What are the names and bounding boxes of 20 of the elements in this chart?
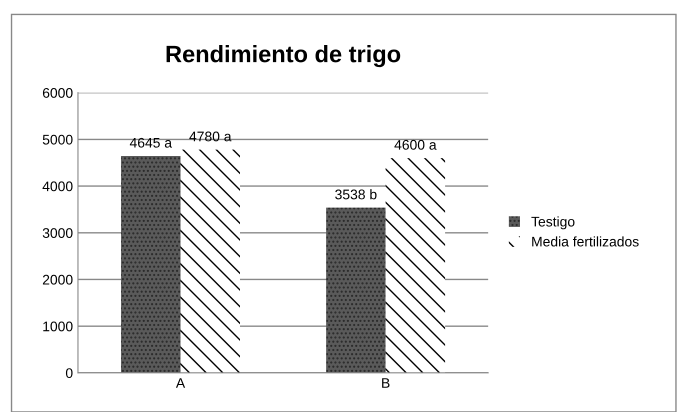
legend-label: Testigo — [531, 216, 575, 230]
chart-title: Rendimiento de trigo — [166, 45, 400, 68]
y-tick-label: 2000 — [42, 274, 73, 285]
bar — [386, 158, 446, 373]
y-tick-label: 4000 — [42, 181, 73, 192]
y-tick-label: 6000 — [42, 88, 73, 98]
x-tick-label: A — [176, 378, 186, 388]
bar — [326, 208, 386, 373]
y-tick-label: 3000 — [42, 228, 73, 238]
legend-label: Media fertilizados — [532, 236, 639, 247]
bar — [121, 156, 181, 373]
data-label: 4645 a — [130, 138, 172, 148]
data-label: 4780 a — [189, 132, 232, 142]
y-tick-label: 1000 — [43, 322, 73, 332]
y-tick-label: 0 — [66, 368, 73, 378]
x-tick-label: B — [382, 378, 390, 388]
data-label: 4600 a — [394, 140, 437, 150]
y-tick-label: 5000 — [42, 134, 73, 145]
bar — [180, 150, 240, 373]
data-label: 3538 b — [335, 189, 377, 200]
